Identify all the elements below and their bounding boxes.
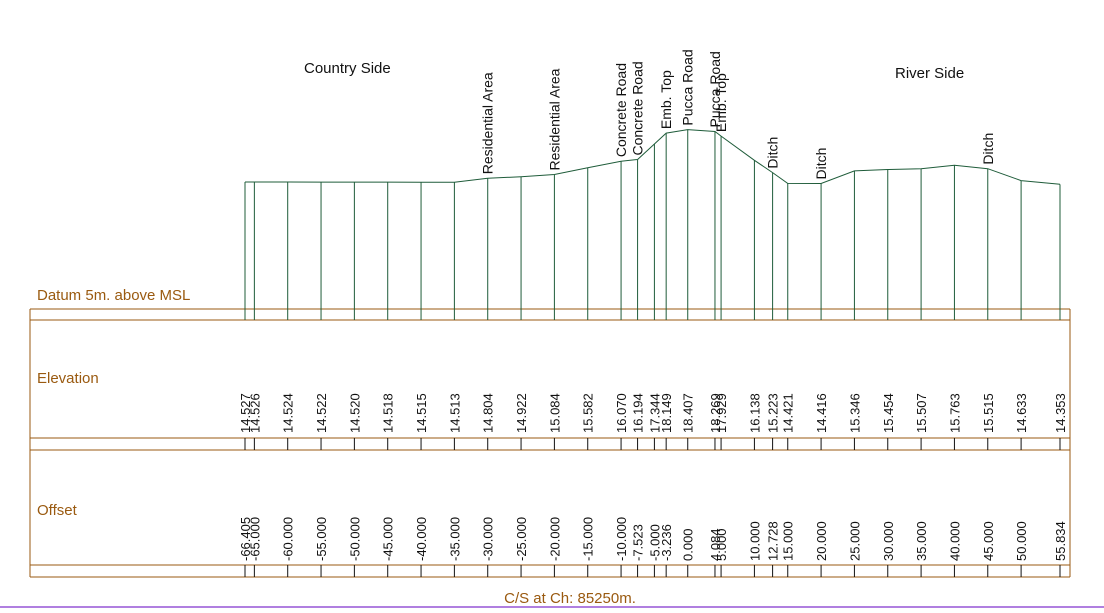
elevation-value: 14.515: [414, 393, 429, 433]
offset-value: -3.236: [659, 524, 674, 561]
feature-label: Emb. Top: [713, 73, 729, 132]
offset-value: 50.000: [1014, 521, 1029, 561]
elevation-value: 14.633: [1014, 393, 1029, 433]
elevation-value: 17.929: [714, 393, 729, 433]
offset-value: 30.000: [881, 521, 896, 561]
station-ticks: [244, 438, 1061, 577]
offset-value: 15.000: [781, 521, 796, 561]
elevation-value: 15.346: [847, 393, 862, 433]
offset-value: 5.000: [714, 528, 729, 561]
elevation-value: 14.804: [481, 393, 496, 433]
offset-value: -35.000: [447, 517, 462, 561]
offset-value: 20.000: [814, 521, 829, 561]
offset-value: -7.523: [631, 524, 646, 561]
elevation-value: 14.416: [814, 393, 829, 433]
offset-value: -30.000: [481, 517, 496, 561]
feature-label: Ditch: [980, 133, 996, 165]
feature-label: Ditch: [813, 148, 829, 180]
offset-value: 55.834: [1053, 521, 1068, 561]
river-side-label: River Side: [895, 65, 964, 82]
chainage-title: C/S at Ch: 85250m.: [504, 590, 636, 607]
offset-values: -66.405-65.000 -60.000 -55.000 -50.000 -45.0…: [238, 517, 1068, 561]
elevation-value: 14.513: [447, 393, 462, 433]
elevation-value: 14.520: [347, 393, 362, 433]
offset-value: -45.000: [381, 517, 396, 561]
elevation-value: 18.269: [708, 393, 723, 433]
elevation-value: 14.353: [1053, 393, 1068, 433]
elevation-value: 17.344: [647, 393, 662, 433]
offset-value: -60.000: [281, 517, 296, 561]
offset-value: -20.000: [547, 517, 562, 561]
ground-profile-line: [245, 129, 1061, 185]
offset-value: 25.000: [847, 521, 862, 561]
elevation-label: Elevation: [37, 370, 99, 387]
feature-labels: Residential Area Residential Area Concrete…: [480, 49, 996, 179]
offset-label: Offset: [37, 502, 78, 519]
offset-value: 10.000: [747, 521, 762, 561]
elevation-value: 18.407: [681, 393, 696, 433]
elevation-value: 15.507: [914, 393, 929, 433]
elevation-value: 16.070: [614, 393, 629, 433]
feature-label: Concrete Road: [613, 63, 629, 157]
country-side-label: Country Side: [304, 60, 391, 77]
elevation-value: 14.526: [247, 393, 262, 433]
elevation-value: 14.522: [314, 393, 329, 433]
offset-value: -15.000: [581, 517, 596, 561]
offset-value: -5.000: [647, 524, 662, 561]
elevation-value: 14.527: [238, 393, 253, 433]
elevation-value: 15.763: [947, 393, 962, 433]
feature-label: Residential Area: [546, 68, 562, 170]
elevation-value: 15.582: [581, 393, 596, 433]
elevation-value: 18.149: [659, 393, 674, 433]
elevation-value: 15.454: [881, 393, 896, 433]
offset-value: -10.000: [614, 517, 629, 561]
offset-value: -66.405: [238, 517, 253, 561]
offset-value: 35.000: [914, 521, 929, 561]
elevation-value: 16.194: [631, 393, 646, 433]
offset-value: -50.000: [347, 517, 362, 561]
elevation-value: 15.084: [547, 393, 562, 433]
elevation-value: 14.524: [281, 393, 296, 433]
feature-label: Pucca Road: [707, 51, 723, 127]
station-lines: [244, 129, 1061, 320]
elevation-value: 14.922: [514, 393, 529, 433]
feature-label: Ditch: [765, 137, 781, 169]
elevation-value: 14.421: [781, 393, 796, 433]
offset-value: -65.000: [247, 517, 262, 561]
feature-label: Concrete Road: [630, 61, 646, 155]
data-table-bands: [29, 308, 1071, 578]
feature-label: Residential Area: [480, 72, 496, 174]
feature-label: Emb. Top: [658, 70, 674, 129]
offset-value: 0.000: [681, 528, 696, 561]
offset-value: -55.000: [314, 517, 329, 561]
datum-label: Datum 5m. above MSL: [37, 287, 190, 304]
offset-value: -40.000: [414, 517, 429, 561]
offset-value: 40.000: [947, 521, 962, 561]
elevation-value: 15.515: [981, 393, 996, 433]
offset-value: 12.728: [766, 521, 781, 561]
offset-value: 45.000: [981, 521, 996, 561]
elevation-value: 14.518: [381, 393, 396, 433]
feature-label: Pucca Road: [680, 49, 696, 125]
offset-value: -25.000: [514, 517, 529, 561]
offset-value: 4.084: [708, 528, 723, 561]
elevation-value: 15.223: [766, 393, 781, 433]
elevation-value: 16.138: [747, 393, 762, 433]
